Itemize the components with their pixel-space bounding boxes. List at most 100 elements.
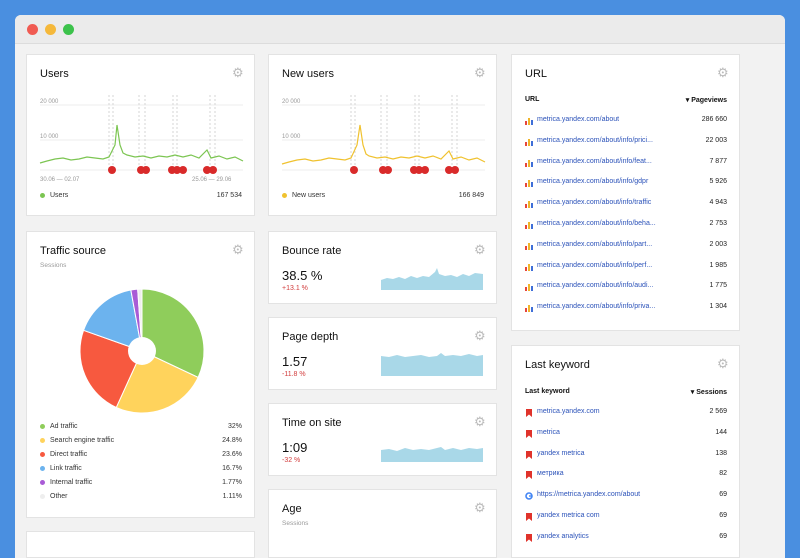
- url-link[interactable]: metrica.yandex.com/about/info/audi...: [537, 282, 654, 290]
- pageviews-value: 7 877: [709, 157, 727, 165]
- metric-value: 38.5 %: [282, 268, 323, 283]
- table-row: yandex analytics 69: [525, 533, 727, 545]
- widget-title: Time on site: [282, 417, 342, 429]
- url-link[interactable]: metrica.yandex.com/about/info/perf...: [537, 261, 653, 269]
- yandex-bookmark-icon: [526, 450, 532, 459]
- legend-value: 167 534: [216, 192, 242, 199]
- table-header: Last keyword ▾ Sessions: [525, 388, 727, 396]
- table-header: URL ▾ Pageviews: [525, 96, 727, 104]
- url-link[interactable]: metrica.yandex.com/about/info/beha...: [537, 220, 656, 227]
- sessions-value: 82: [719, 470, 727, 478]
- widget-title: URL: [525, 68, 548, 80]
- pie-slice[interactable]: [141, 288, 205, 379]
- pageviews-value: 4 943: [709, 199, 727, 207]
- gear-icon[interactable]: ⚙: [474, 65, 486, 80]
- bounce-rate-widget: Bounce rate ⚙ 38.5 % +13.1 %: [268, 231, 497, 304]
- table-row: metrica.yandex.com/about/info/audi... 1 7…: [525, 282, 727, 294]
- yandex-bookmark-icon: [526, 429, 532, 438]
- legend-color-dot: [282, 192, 287, 198]
- bar-chart-icon: [525, 201, 533, 209]
- keyword-link[interactable]: метрика: [537, 470, 564, 478]
- bar-chart-icon: [525, 138, 533, 146]
- bar-chart-icon: [525, 159, 533, 167]
- legend-item: New users 166 849: [282, 192, 484, 202]
- table-row: yandex metrica 138: [525, 450, 727, 462]
- bar-chart-icon: [525, 284, 533, 292]
- url-link[interactable]: metrica.yandex.com/about/info/gdpr: [537, 178, 649, 186]
- traffic-source-widget: Traffic source ⚙ Sessions Ad traffic 32% S…: [26, 231, 255, 518]
- legend-value: 16.7%: [222, 465, 242, 472]
- legend-color-dot: [40, 493, 45, 499]
- users-series-line: [39, 124, 244, 164]
- legend-label: Other: [50, 493, 68, 500]
- keyword-link[interactable]: yandex metrica com: [537, 512, 600, 519]
- legend-color-dot: [40, 451, 45, 457]
- table-row: yandex metrica com 69: [525, 512, 727, 524]
- legend-label: Users: [50, 192, 69, 199]
- keyword-link[interactable]: https://metrica.yandex.com/about: [537, 491, 641, 499]
- url-link[interactable]: metrica.yandex.com/about/info/feat...: [537, 157, 652, 165]
- url-link[interactable]: metrica.yandex.com/about: [537, 116, 620, 123]
- x-tick-label: 30.06 — 02.07: [40, 177, 80, 183]
- column-header-keyword[interactable]: Last keyword: [525, 388, 570, 395]
- table-row: metrica.yandex.com/about/info/beha... 2 7…: [525, 220, 727, 232]
- table-row: metrica.yandex.com/about/info/feat... 7 8…: [525, 158, 727, 170]
- maximize-window-button[interactable]: [63, 24, 74, 35]
- sessions-value: 2 569: [709, 408, 727, 415]
- pie-slice[interactable]: [82, 289, 143, 352]
- keyword-link[interactable]: metrica: [537, 428, 560, 436]
- gear-icon[interactable]: ⚙: [232, 242, 244, 257]
- pageviews-value: 2 753: [709, 220, 727, 227]
- column-header-url[interactable]: URL: [525, 96, 540, 103]
- pie-slice[interactable]: [79, 329, 143, 409]
- url-link[interactable]: metrica.yandex.com/about/info/priva...: [537, 303, 656, 311]
- partial-widget: [26, 531, 255, 558]
- legend-color-dot: [40, 423, 45, 429]
- minimize-window-button[interactable]: [45, 24, 56, 35]
- url-link[interactable]: metrica.yandex.com/about/info/part...: [537, 240, 653, 248]
- gear-icon[interactable]: ⚙: [717, 356, 729, 371]
- gear-icon[interactable]: ⚙: [232, 65, 244, 80]
- table-row: metrica.yandex.com 2 569: [525, 408, 727, 420]
- annotation-markers: [108, 166, 217, 174]
- sessions-value: 69: [719, 512, 727, 519]
- legend-item: Ad traffic 32%: [40, 423, 242, 433]
- metric-value: 1:09: [282, 440, 308, 455]
- url-link[interactable]: metrica.yandex.com/about/info/traffic: [537, 199, 652, 207]
- pie-slice[interactable]: [115, 350, 199, 414]
- column-header-pageviews[interactable]: ▾ Pageviews: [685, 97, 727, 104]
- bar-chart-icon: [525, 263, 533, 271]
- widget-title: Traffic source: [40, 245, 107, 257]
- legend-value: 32%: [227, 423, 242, 430]
- legend-value: 1.77%: [222, 479, 242, 486]
- gear-icon[interactable]: ⚙: [717, 65, 729, 80]
- pie-slice[interactable]: [137, 288, 143, 352]
- legend-color-dot: [40, 465, 45, 471]
- yandex-bookmark-icon: [526, 533, 532, 542]
- keyword-link[interactable]: yandex metrica: [537, 449, 585, 457]
- legend-item: Internal traffic 1.77%: [40, 479, 242, 489]
- pageviews-value: 1 304: [709, 303, 727, 311]
- yandex-bookmark-icon: [526, 471, 532, 480]
- keyword-link[interactable]: metrica.yandex.com: [537, 408, 600, 415]
- widget-title: Last keyword: [525, 359, 590, 371]
- url-link[interactable]: metrica.yandex.com/about/info/prici...: [537, 136, 653, 144]
- page-depth-widget: Page depth ⚙ 1.57 -11.8 %: [268, 317, 497, 390]
- column-header-sessions[interactable]: ▾ Sessions: [690, 389, 727, 396]
- gear-icon[interactable]: ⚙: [474, 328, 486, 343]
- users-line-chart: 20 000 10 000 30.06 — 02.07 25.06 — 29.0…: [39, 95, 244, 183]
- y-tick-label: 20 000: [282, 99, 301, 105]
- legend-item: Direct traffic 23.6%: [40, 451, 242, 461]
- gear-icon[interactable]: ⚙: [474, 414, 486, 429]
- gear-icon[interactable]: ⚙: [474, 242, 486, 257]
- new-users-series-line: [281, 124, 486, 165]
- new-users-widget: New users ⚙ 20 000 10 000 New users 166 …: [268, 54, 497, 216]
- table-row: metrica 144: [525, 429, 727, 441]
- close-window-button[interactable]: [27, 24, 38, 35]
- legend-label: Direct traffic: [50, 451, 88, 458]
- keyword-link[interactable]: yandex analytics: [537, 532, 589, 540]
- metric-value: 1.57: [282, 354, 308, 369]
- y-tick-label: 10 000: [40, 134, 59, 140]
- gear-icon[interactable]: ⚙: [474, 500, 486, 515]
- url-widget: URL ⚙ URL ▾ Pageviews metrica.yandex.com…: [511, 54, 740, 331]
